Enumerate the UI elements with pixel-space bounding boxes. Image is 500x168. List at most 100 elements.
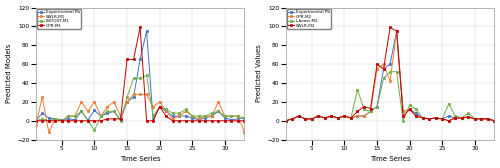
Experimental Pb	[72, 119, 78, 121]
SWLR-M2	[290, 118, 296, 120]
GPR-M2	[485, 118, 491, 120]
X-axis label: Time Series: Time Series	[120, 156, 160, 162]
Experimental Pb	[302, 118, 308, 120]
Experimental Pb	[190, 117, 196, 119]
LBOOST-M1	[190, 115, 196, 117]
GPR-M1	[98, 120, 104, 122]
GPR-M1	[190, 120, 196, 122]
Experimental Pb	[282, 120, 288, 122]
SWLR-M2	[420, 117, 426, 119]
Experimental Pb	[459, 117, 465, 119]
Line: SWLR-M2: SWLR-M2	[284, 26, 496, 122]
L-boost-M2	[413, 108, 419, 110]
Experimental Pb	[296, 115, 302, 117]
LBOOST-M1	[156, 106, 162, 108]
GPR-M1	[176, 120, 182, 122]
Experimental Pb	[374, 106, 380, 108]
L-boost-M2	[459, 117, 465, 119]
Experimental Pb	[478, 118, 484, 120]
GPR-M1	[66, 120, 71, 122]
GPR-M1	[124, 58, 130, 60]
Experimental Pb	[400, 110, 406, 112]
Experimental Pb	[432, 117, 438, 119]
Experimental Pb	[440, 118, 446, 120]
L-boost-M2	[348, 117, 354, 119]
Experimental Pb	[472, 118, 478, 120]
GPR-M2	[492, 120, 498, 122]
SWLR-M1	[235, 115, 241, 117]
Experimental Pb	[111, 110, 117, 112]
SWLR-M1	[209, 115, 215, 117]
Experimental Pb	[452, 117, 458, 119]
Experimental Pb	[92, 109, 98, 111]
LBOOST-M1	[32, 120, 38, 122]
SWLR-M1	[144, 93, 150, 95]
Experimental Pb	[144, 30, 150, 32]
Experimental Pb	[368, 110, 374, 112]
LBOOST-M1	[52, 118, 59, 120]
Experimental Pb	[137, 58, 143, 60]
Experimental Pb	[59, 119, 65, 121]
SWLR-M2	[466, 116, 471, 118]
L-boost-M2	[282, 120, 288, 122]
LBOOST-M1	[130, 77, 136, 79]
GPR-M2	[316, 115, 322, 117]
SWLR-M2	[380, 68, 386, 70]
Experimental Pb	[387, 63, 393, 65]
GPR-M1	[118, 118, 124, 120]
L-boost-M2	[309, 118, 315, 120]
SWLR-M2	[361, 106, 367, 108]
LBOOST-M1	[78, 110, 84, 112]
GPR-M1	[202, 120, 208, 122]
LBOOST-M1	[150, 115, 156, 117]
Experimental Pb	[78, 110, 84, 112]
L-boost-M2	[368, 110, 374, 112]
GPR-M2	[374, 68, 380, 70]
LBOOST-M1	[104, 110, 110, 112]
SWLR-M1	[216, 101, 222, 103]
LBOOST-M1	[124, 96, 130, 98]
SWLR-M2	[309, 118, 315, 120]
SWLR-M1	[92, 101, 98, 103]
LBOOST-M1	[170, 112, 175, 114]
GPR-M2	[440, 118, 446, 120]
L-boost-M2	[380, 77, 386, 79]
Experimental Pb	[406, 108, 412, 110]
Experimental Pb	[342, 115, 347, 117]
SWLR-M2	[348, 117, 354, 119]
Experimental Pb	[222, 117, 228, 119]
GPR-M1	[163, 115, 169, 117]
SWLR-M2	[335, 117, 341, 119]
GPR-M2	[380, 63, 386, 65]
SWLR-M1	[59, 120, 65, 122]
LBOOST-M1	[216, 110, 222, 112]
LBOOST-M1	[176, 112, 182, 114]
GPR-M2	[296, 115, 302, 117]
SWLR-M2	[316, 115, 322, 117]
SWLR-M1	[72, 115, 78, 117]
LBOOST-M1	[242, 117, 248, 119]
SWLR-M1	[150, 106, 156, 108]
Experimental Pb	[426, 118, 432, 120]
GPR-M1	[170, 120, 175, 122]
SWLR-M1	[46, 131, 52, 133]
SWLR-M1	[228, 115, 234, 117]
GPR-M2	[342, 115, 347, 117]
LBOOST-M1	[66, 115, 71, 117]
GPR-M1	[196, 120, 202, 122]
Experimental Pb	[66, 118, 71, 120]
SWLR-M2	[296, 115, 302, 117]
Experimental Pb	[235, 118, 241, 120]
SWLR-M1	[130, 93, 136, 95]
L-boost-M2	[432, 117, 438, 119]
Experimental Pb	[420, 117, 426, 119]
GPR-M2	[302, 118, 308, 120]
L-boost-M2	[296, 115, 302, 117]
L-boost-M2	[446, 103, 452, 105]
SWLR-M1	[111, 101, 117, 103]
SWLR-M1	[202, 115, 208, 117]
GPR-M1	[156, 106, 162, 108]
SWLR-M2	[394, 30, 400, 32]
LBOOST-M1	[144, 74, 150, 76]
SWLR-M1	[156, 101, 162, 103]
